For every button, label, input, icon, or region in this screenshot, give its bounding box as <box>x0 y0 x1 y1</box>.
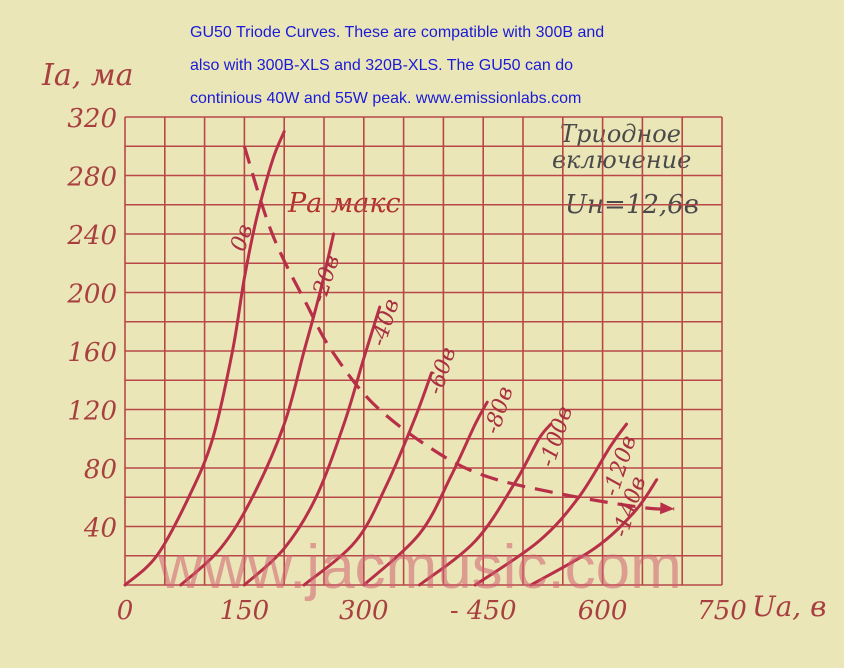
caption-line-3: continious 40W and 55W peak. www.emissio… <box>190 90 582 107</box>
x-axis-title: Uа, в <box>752 590 827 623</box>
curve-0 <box>123 130 286 587</box>
axis-tick-labels: 40 80 120 160 200 240 280 320 0 150 300 - 450 600 750 <box>66 104 746 626</box>
x-tick-750: 750 <box>697 596 747 626</box>
caption-line-1: GU50 Triode Curves. These are compatible… <box>190 24 605 41</box>
y-tick-320: 320 <box>67 104 117 134</box>
curve-label-40: -40в <box>366 296 405 350</box>
curve-40 <box>242 305 382 587</box>
grid-lines <box>124 116 723 586</box>
curve-80 <box>362 400 489 587</box>
mode-label-line-1: Триодное <box>560 120 681 148</box>
x-tick-450: - 450 <box>450 596 517 626</box>
y-tick-120: 120 <box>67 397 117 427</box>
x-tick-0: 0 <box>117 596 134 626</box>
y-tick-40: 40 <box>83 514 117 544</box>
curve-label-20: -20в <box>306 252 345 306</box>
watermark-text: www.jacmusic.com <box>157 533 682 602</box>
curve-60 <box>302 371 433 587</box>
pmax-curve-group <box>242 145 675 515</box>
grid-voltage-curves <box>123 130 659 587</box>
curve-140 <box>529 478 659 587</box>
y-tick-280: 280 <box>66 163 117 193</box>
x-tick-150: 150 <box>220 596 270 626</box>
watermark-group: www.jacmusic.com <box>157 533 682 602</box>
y-axis-title: Iа, ма <box>42 58 134 93</box>
y-tick-200: 200 <box>66 280 117 310</box>
curve-label-60: -60в <box>423 344 462 398</box>
curve-100 <box>418 422 553 587</box>
caption-line-2: also with 300B-XLS and 320B-XLS. The GU5… <box>190 57 574 74</box>
x-tick-300: 300 <box>339 596 389 626</box>
y-tick-240: 240 <box>66 221 117 251</box>
pmax-label: Pа макс <box>288 188 401 219</box>
curve-20 <box>179 232 336 587</box>
curve-label-80: -80в <box>480 384 519 438</box>
pmax-arrowhead <box>660 502 675 515</box>
y-tick-80: 80 <box>84 455 117 485</box>
y-tick-160: 160 <box>67 338 117 368</box>
pmax-curve <box>242 145 675 511</box>
x-tick-600: 600 <box>578 596 628 626</box>
curve-120 <box>473 422 628 587</box>
mode-label-line-2: включение <box>552 146 692 174</box>
